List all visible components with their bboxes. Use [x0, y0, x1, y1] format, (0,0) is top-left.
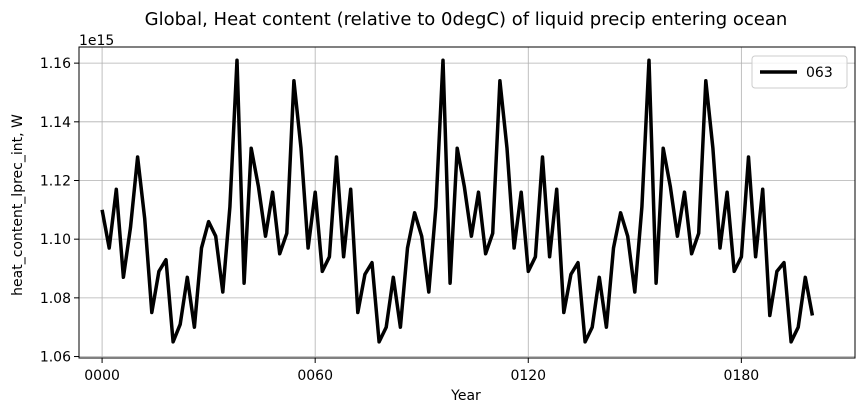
y-offset-text: 1e15 — [79, 33, 114, 49]
y-tick-label: 1.12 — [40, 173, 71, 189]
legend-box — [751, 55, 848, 89]
x-axis-label: Year — [450, 388, 481, 404]
legend-label-063: 063 — [806, 65, 833, 81]
plot-area — [100, 58, 815, 344]
y-tick-label: 1.14 — [40, 115, 71, 131]
x-tick-label: 0000 — [84, 368, 120, 384]
legend: 063 — [751, 55, 848, 89]
x-tick-label: 0060 — [297, 368, 333, 384]
axes-frame — [78, 46, 856, 359]
y-tick-label: 1.06 — [40, 350, 71, 366]
y-tick-label: 1.16 — [40, 56, 71, 72]
chart-title: Global, Heat content (relative to 0degC)… — [145, 9, 788, 30]
x-tick-label: 0180 — [724, 368, 760, 384]
x-tick-label: 0120 — [510, 368, 546, 384]
grid — [79, 47, 855, 358]
y-axis-label: heat_content_lprec_int, W — [10, 114, 26, 296]
y-tick-label: 1.10 — [40, 232, 71, 248]
series-line-063 — [100, 58, 815, 344]
axis-ticks: 0000 0060 0120 0180 1.06 1.08 1.10 1.12 1.14 1.16 — [40, 56, 759, 384]
y-tick-label: 1.08 — [40, 291, 71, 307]
